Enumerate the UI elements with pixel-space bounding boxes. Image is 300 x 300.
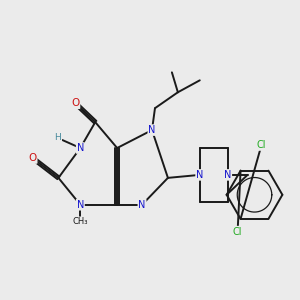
Text: N: N — [196, 170, 203, 180]
Text: N: N — [76, 143, 84, 153]
Text: N: N — [138, 200, 146, 210]
Text: Cl: Cl — [257, 140, 266, 150]
Text: Cl: Cl — [233, 226, 242, 237]
Text: O: O — [28, 153, 37, 163]
Text: CH₃: CH₃ — [73, 217, 88, 226]
Text: O: O — [71, 98, 80, 108]
Text: H: H — [55, 133, 61, 142]
Text: N: N — [224, 170, 231, 180]
Text: N: N — [76, 200, 84, 210]
Text: N: N — [148, 125, 156, 135]
